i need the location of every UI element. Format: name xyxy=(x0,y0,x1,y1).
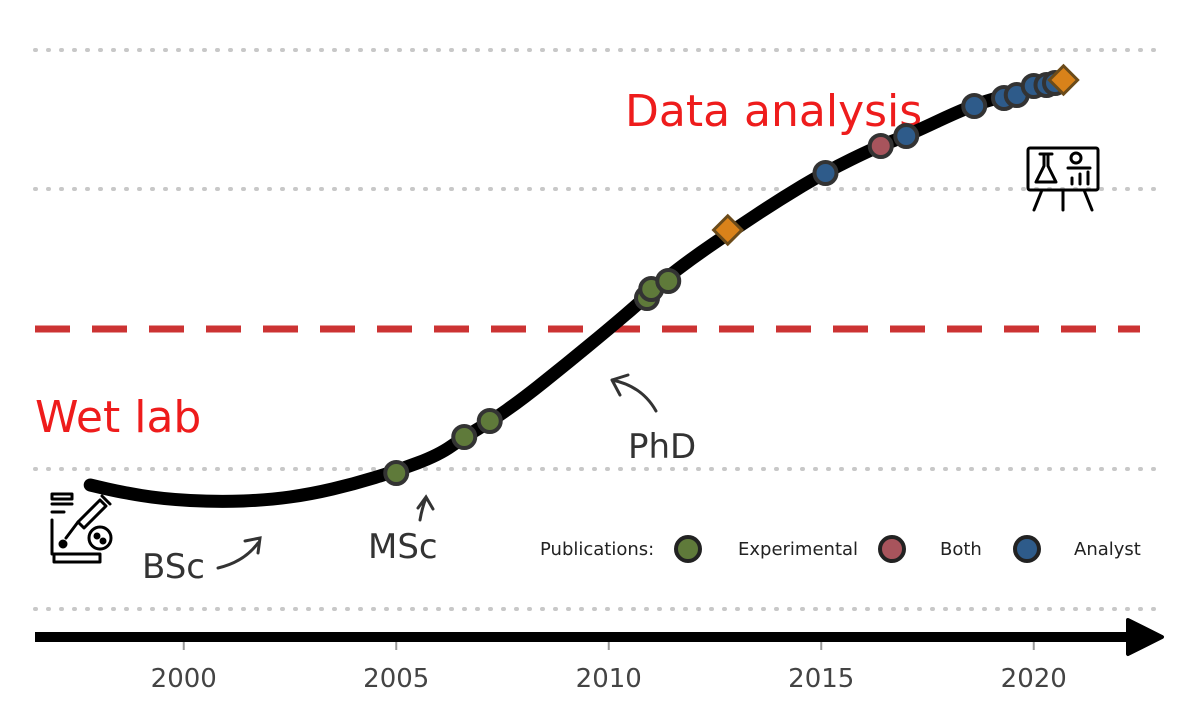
x-axis-arrowhead xyxy=(1126,618,1164,656)
x-tick-label: 2005 xyxy=(363,664,429,694)
publication-point xyxy=(655,268,682,294)
milestone-arrow-msc xyxy=(416,494,435,522)
publication-point xyxy=(893,123,920,149)
x-tick-label: 2020 xyxy=(1001,664,1067,694)
legend-swatch-analyst xyxy=(1013,535,1041,563)
x-tick-label: 2000 xyxy=(151,664,217,694)
publication-point xyxy=(812,160,839,186)
legend-swatch-both xyxy=(878,535,906,563)
x-axis: 2000 2005 2010 2015 2020 xyxy=(35,618,1164,694)
publication-markers xyxy=(383,63,1080,486)
milestone-arrow-phd xyxy=(610,373,658,413)
lab-dropper-icon xyxy=(50,492,113,564)
legend-label-both: Both xyxy=(940,539,982,560)
legend-title: Publications: xyxy=(540,539,654,560)
publication-point xyxy=(451,424,478,450)
gridlines xyxy=(33,48,1162,611)
region-label-data-analysis: Data analysis xyxy=(625,86,922,137)
publication-point xyxy=(383,460,410,486)
publication-point xyxy=(867,133,894,159)
milestone-msc: MSc xyxy=(368,494,438,567)
x-ticks: 2000 2005 2010 2015 2020 xyxy=(151,642,1067,694)
publication-point xyxy=(476,408,503,434)
legend-label-experimental: Experimental xyxy=(738,539,858,560)
x-tick-label: 2015 xyxy=(788,664,854,694)
data-presentation-icon xyxy=(1026,146,1100,212)
legend-swatch-experimental xyxy=(674,535,702,563)
legend-label-analyst: Analyst xyxy=(1074,539,1141,560)
legend: Publications: Experimental Both Analyst xyxy=(540,535,1141,563)
highlight-diamond xyxy=(711,213,745,247)
region-label-wet-lab: Wet lab xyxy=(35,392,201,443)
milestone-arrow-bsc xyxy=(216,536,262,570)
highlight-diamond xyxy=(1047,63,1080,97)
x-tick-label: 2010 xyxy=(576,664,642,694)
milestone-label-bsc: BSc xyxy=(142,547,205,587)
milestone-phd: PhD xyxy=(610,373,696,467)
career-curve xyxy=(83,73,1070,508)
milestone-bsc: BSc xyxy=(142,536,262,587)
milestone-label-phd: PhD xyxy=(628,427,696,467)
publication-point xyxy=(961,93,988,119)
milestone-label-msc: MSc xyxy=(368,527,438,567)
